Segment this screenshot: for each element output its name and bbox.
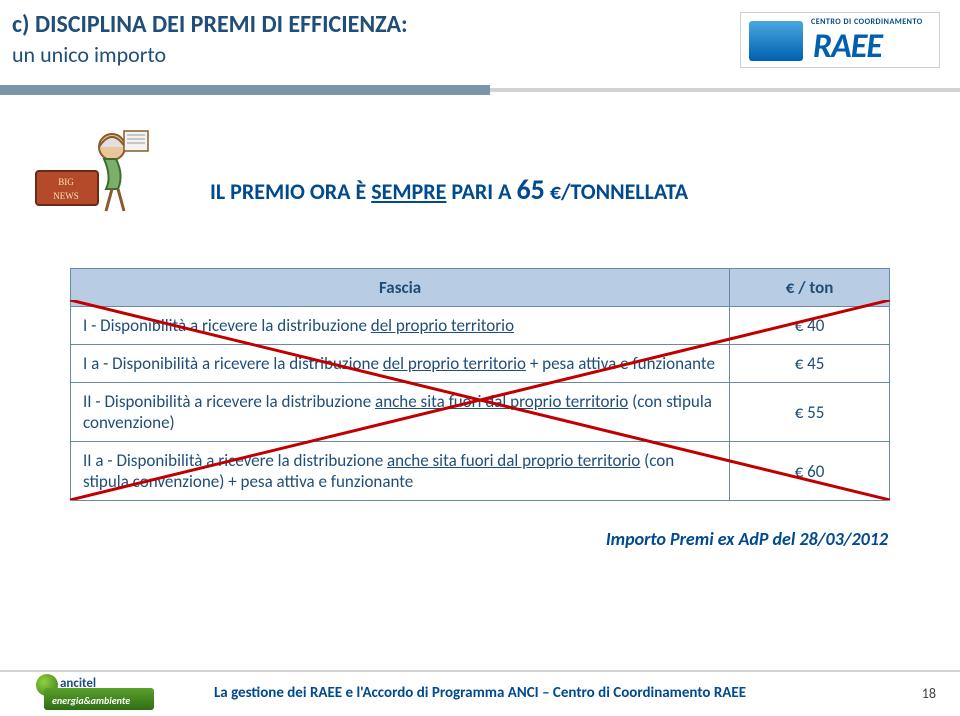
headline-underline: SEMPRE: [371, 178, 446, 205]
header-divider: [0, 82, 960, 100]
row-underline: anche sita fuori dal proprio territorio: [387, 450, 640, 471]
row-text: I a - Disponibilità a ricevere la distri…: [83, 353, 383, 374]
row-value: € 45: [730, 345, 890, 383]
page-number: 18: [922, 685, 936, 702]
row-desc: I a - Disponibilità a ricevere la distri…: [71, 345, 730, 383]
table-header-row: Fascia € / ton: [71, 269, 890, 307]
footer-title: La gestione dei RAEE e l'Accordo di Prog…: [0, 684, 960, 702]
row-text: II - Disponibilità a ricevere la distrib…: [83, 391, 375, 412]
row-text: I - Disponibilità a ricevere la distribu…: [83, 315, 371, 336]
table-row: I a - Disponibilità a ricevere la distri…: [71, 345, 890, 383]
svg-text:BIG: BIG: [58, 177, 74, 187]
row-desc: II a - Disponibilità a ricevere la distr…: [71, 442, 730, 501]
col-fascia: Fascia: [71, 269, 730, 307]
col-euro-ton: € / ton: [730, 269, 890, 307]
source-note: Importo Premi ex AdP del 28/03/2012: [606, 528, 888, 550]
logo-raee: CENTRO DI COORDINAMENTO RAEE: [740, 12, 940, 68]
title-block: c) DISCIPLINA DEI PREMI DI EFFICIENZA: u…: [12, 10, 408, 68]
svg-text:NEWS: NEWS: [53, 191, 79, 201]
price-table: Fascia € / ton I - Disponibilità a ricev…: [70, 268, 890, 501]
divider-accent: [0, 85, 490, 95]
table-row: II a - Disponibilità a ricevere la distr…: [71, 442, 890, 501]
row-text: + pesa attiva e funzionante: [526, 353, 715, 374]
table-row: I - Disponibilità a ricevere la distribu…: [71, 307, 890, 345]
big-news-icon: BIG NEWS: [32, 125, 152, 215]
row-underline: anche sita fuori dal proprio territorio: [375, 391, 628, 412]
row-value: € 40: [730, 307, 890, 345]
row-underline: del proprio territorio: [383, 353, 526, 374]
row-underline: del proprio territorio: [371, 315, 514, 336]
headline-value: 65: [516, 172, 544, 207]
row-desc: I - Disponibilità a ricevere la distribu…: [71, 307, 730, 345]
footer-divider: [0, 670, 960, 672]
slide-subtitle: un unico importo: [12, 41, 408, 68]
row-value: € 55: [730, 383, 890, 442]
slide-title: c) DISCIPLINA DEI PREMI DI EFFICIENZA:: [12, 10, 408, 39]
headline-post: PARI A: [446, 178, 516, 205]
row-value: € 60: [730, 442, 890, 501]
table-row: II - Disponibilità a ricevere la distrib…: [71, 383, 890, 442]
logo-wordmark: RAEE: [813, 26, 882, 67]
logo-mark-icon: [749, 21, 803, 61]
row-text: II a - Disponibilità a ricevere la distr…: [83, 450, 387, 471]
logo-box: CENTRO DI COORDINAMENTO RAEE: [740, 12, 940, 68]
row-desc: II - Disponibilità a ricevere la distrib…: [71, 383, 730, 442]
headline: IL PREMIO ORA È SEMPRE PARI A 65 €/TONNE…: [210, 172, 688, 207]
headline-pre: IL PREMIO ORA È: [210, 178, 371, 205]
header: c) DISCIPLINA DEI PREMI DI EFFICIENZA: u…: [0, 0, 960, 90]
headline-unit: €/TONNELLATA: [550, 178, 688, 205]
slide: c) DISCIPLINA DEI PREMI DI EFFICIENZA: u…: [0, 0, 960, 716]
